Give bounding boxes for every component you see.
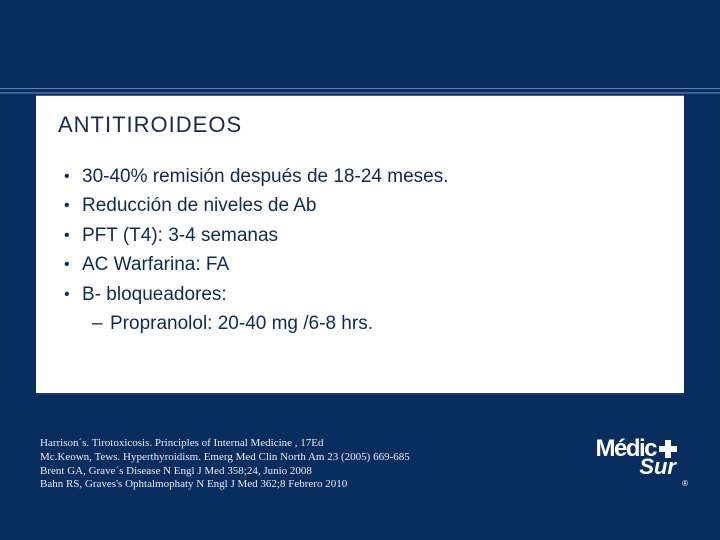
list-item: 30-40% remisión después de 18-24 meses. [64,162,662,191]
bullet-text: Reducción de niveles de Ab [82,195,317,216]
reference-line: Harrison´s. Tirotoxicosis. Principles of… [40,437,410,451]
slide: ANTITIROIDEOS 30-40% remisión después de… [0,0,720,540]
title-divider [0,88,720,94]
list-item: Reducción de niveles de Ab [64,191,662,220]
medica-sur-logo: Médic Sur ® [560,438,678,492]
content-panel: ANTITIROIDEOS 30-40% remisión después de… [36,95,684,395]
list-item: AC Warfarina: FA [64,250,662,279]
bullet-text: AC Warfarina: FA [82,254,229,275]
logo-line-1: Médic [560,438,678,460]
bullet-text: 30-40% remisión después de 18-24 meses. [82,166,448,187]
bullet-text: PFT (T4): 3-4 semanas [82,225,278,246]
sub-bullet-text: Propranolol: 20-40 mg /6-8 hrs. [110,313,373,334]
list-item: PFT (T4): 3-4 semanas [64,221,662,250]
bullet-list: 30-40% remisión después de 18-24 meses. … [58,162,662,339]
plus-icon [658,439,678,459]
list-item: B- bloqueadores: Propranolol: 20-40 mg /… [64,280,662,339]
reference-line: Mc.Keown, Tews. Hyperthyroidism. Emerg M… [40,451,410,465]
registered-icon: ® [682,479,688,488]
reference-line: Bahn RS, Graves's Ophtalmophaty N Engl J… [40,478,410,492]
reference-line: Brent GA, Grave´s Disease N Engl J Med 3… [40,465,410,479]
sub-bullet-list: Propranolol: 20-40 mg /6-8 hrs. [64,309,662,338]
slide-title: ANTITIROIDEOS [58,112,662,138]
bullet-text: B- bloqueadores: [82,284,227,305]
sub-list-item: Propranolol: 20-40 mg /6-8 hrs. [92,309,662,338]
references-block: Harrison´s. Tirotoxicosis. Principles of… [40,437,410,492]
